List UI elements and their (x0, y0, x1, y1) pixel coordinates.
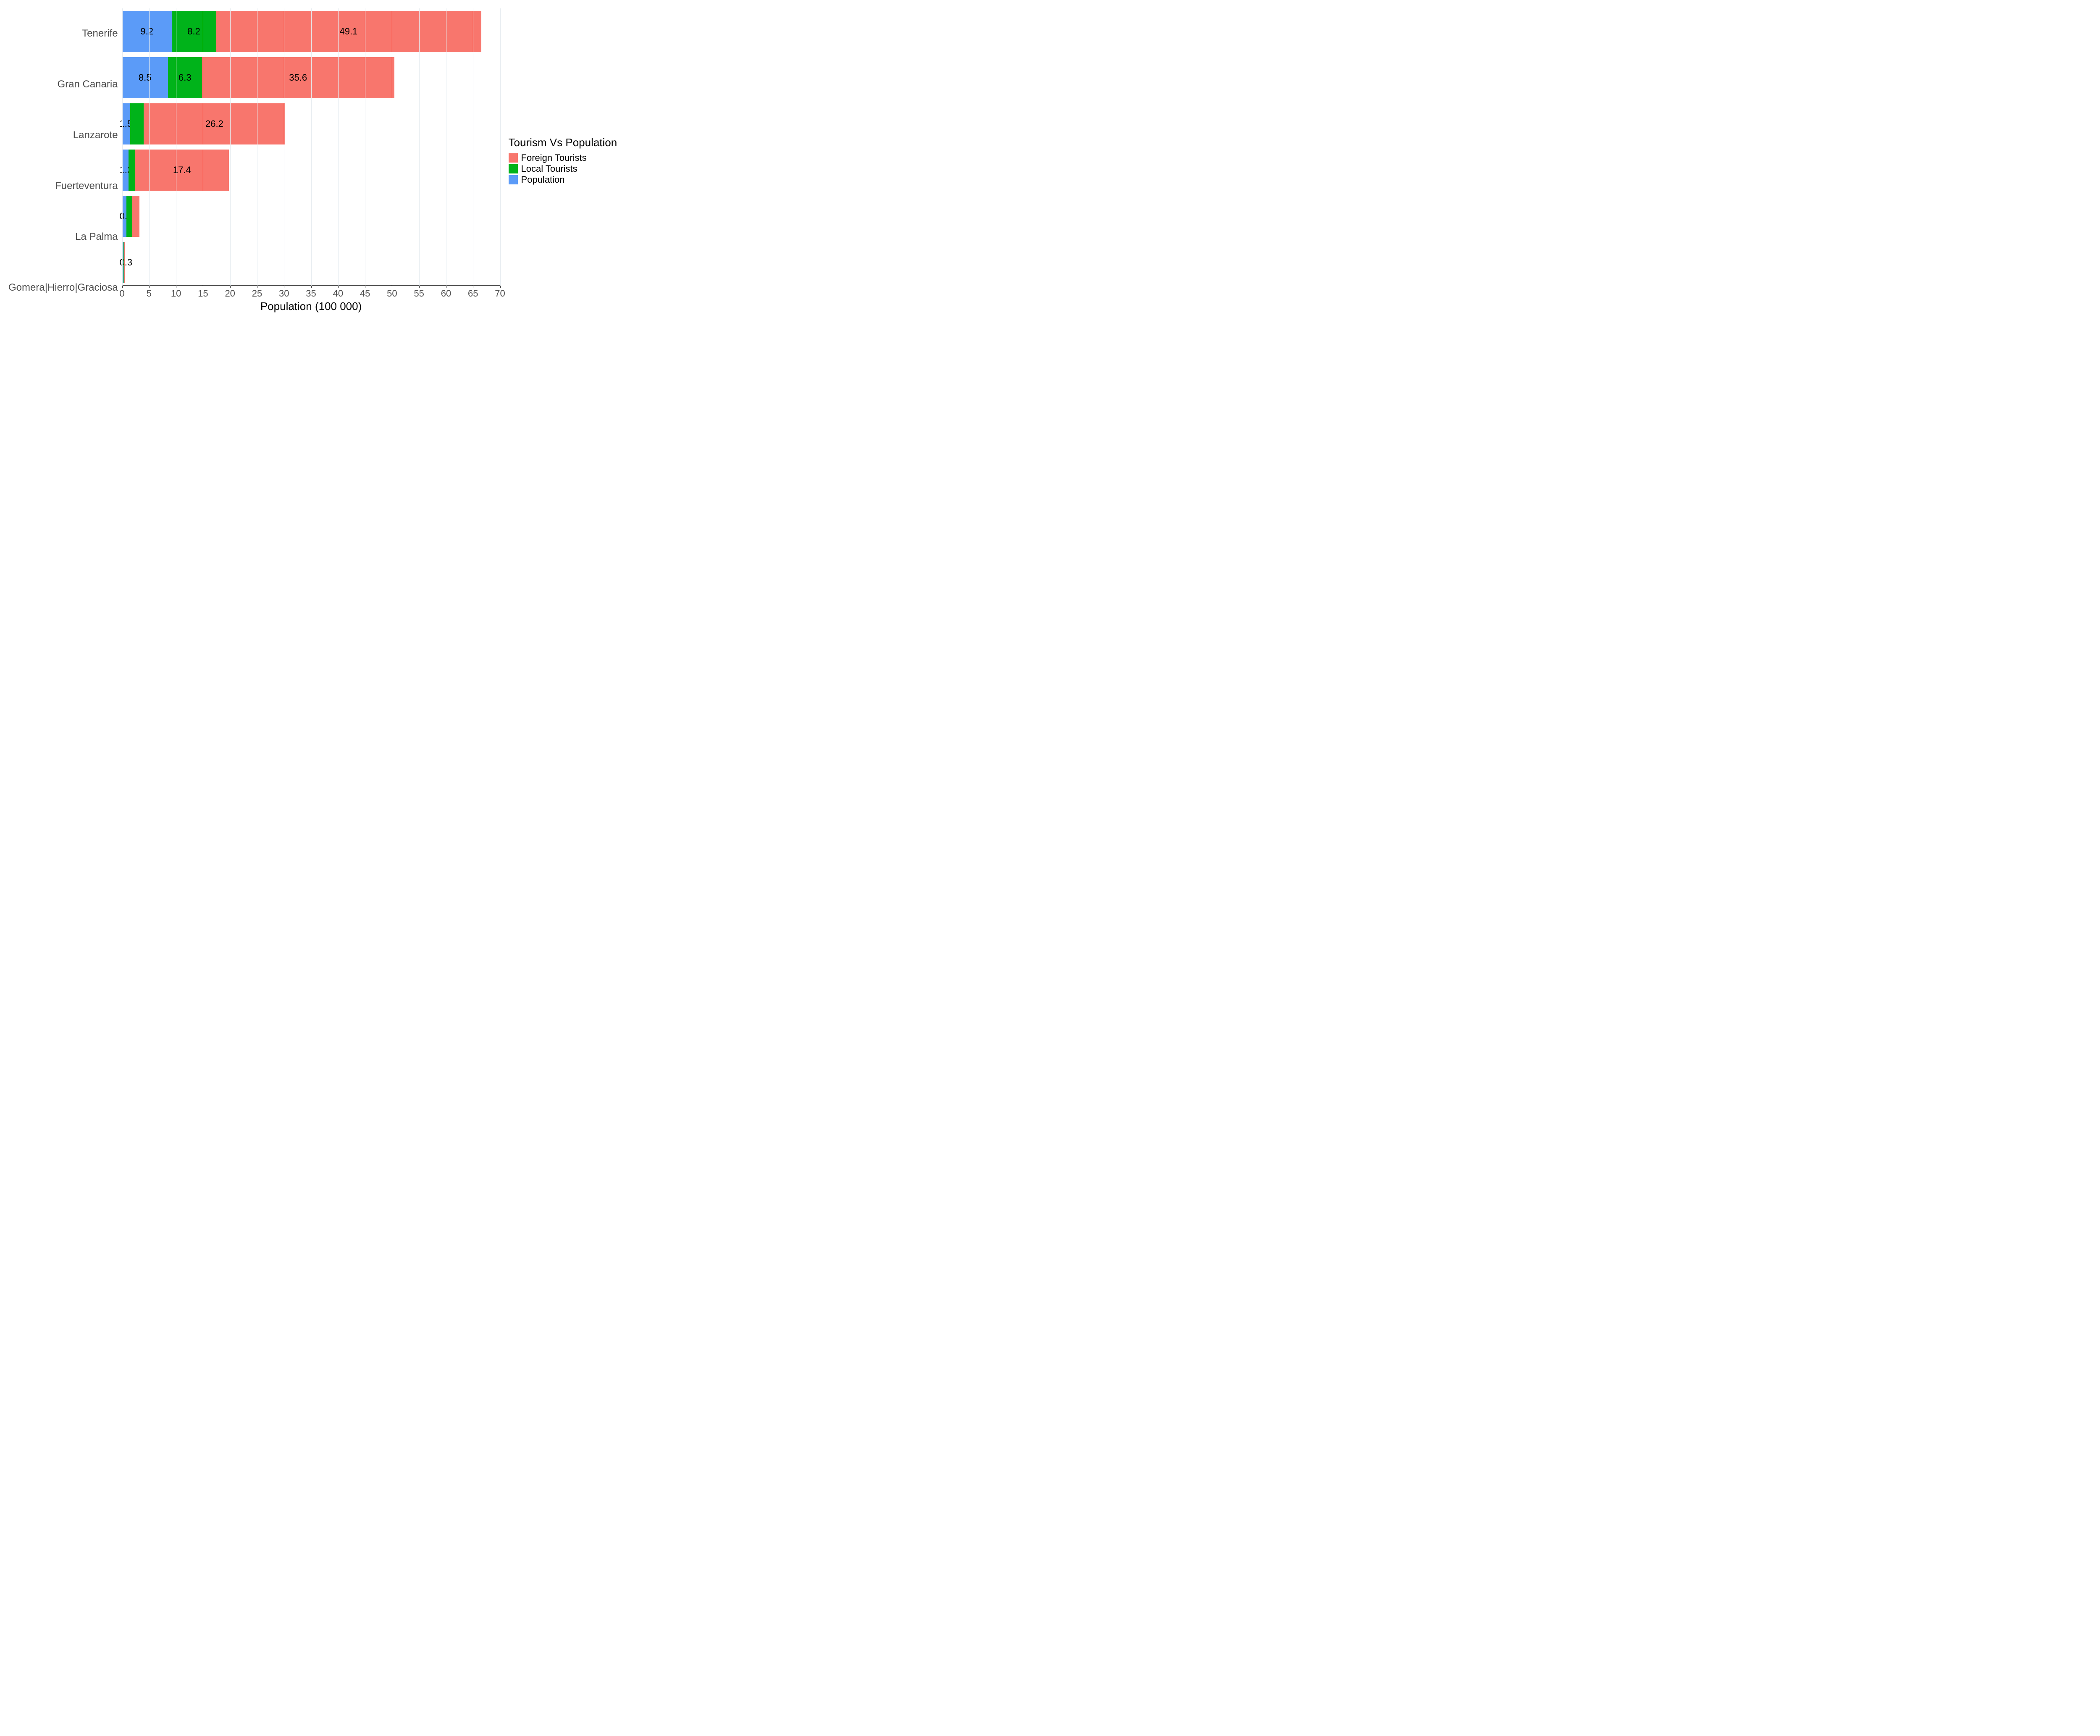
x-axis-labels: 0510152025303540455055606570 (122, 286, 500, 298)
legend-swatch (509, 164, 518, 173)
x-tick-label: 20 (225, 288, 235, 299)
grid-line (338, 8, 339, 286)
chart-main: TenerifeGran CanariaLanzarote Fuerteventu… (8, 8, 500, 313)
x-tick-label: 30 (279, 288, 289, 299)
bar-segment-population: 1.5 (122, 103, 130, 144)
bar-value-label: 0.3 (120, 257, 133, 268)
bar-value-label: 49.1 (339, 26, 357, 37)
legend-label: Population (521, 174, 565, 185)
legend-item-population: Population (509, 174, 617, 185)
legend-label: Foreign Tourists (521, 152, 587, 163)
x-tick-label: 70 (495, 288, 505, 299)
bar-value-label: 8.2 (187, 26, 200, 37)
y-category-label: Fuerteventura (8, 163, 118, 209)
legend-label: Local Tourists (521, 163, 578, 174)
bar-segment-foreign: 49.1 (216, 11, 481, 52)
bar-segment-foreign (124, 242, 125, 283)
bar-value-label: 8.5 (139, 72, 152, 83)
legend-swatch (509, 175, 518, 184)
x-tick-label: 65 (468, 288, 478, 299)
bar-segment-local: 8.2 (172, 11, 216, 52)
x-tick-label: 50 (387, 288, 397, 299)
x-tick-label: 15 (198, 288, 208, 299)
plot-area: 9.28.249.18.56.335.61.526.21.217.40.80.3 (122, 8, 500, 286)
legend-items: Foreign TouristsLocal TouristsPopulation (509, 152, 617, 185)
plot-column: 9.28.249.18.56.335.61.526.21.217.40.80.3… (122, 8, 500, 313)
bar-segment-population: 1.2 (122, 150, 129, 191)
bar-value-label: 26.2 (205, 118, 223, 129)
bar-segment-local (126, 196, 132, 237)
grid-line (230, 8, 231, 286)
bar-value-label: 9.2 (140, 26, 153, 37)
bar-segment-population: 9.2 (122, 11, 172, 52)
bar-segment-local (129, 150, 135, 191)
x-axis-title: Population (100 000) (122, 300, 500, 313)
bar-segment-population: 0.8 (122, 196, 126, 237)
legend-item-foreign: Foreign Tourists (509, 152, 617, 163)
bar-segment-local (130, 103, 144, 144)
y-category-label: Lanzarote (8, 112, 118, 158)
x-tick-label: 45 (360, 288, 370, 299)
y-category-label: La Palma (8, 214, 118, 260)
bar-value-label: 6.3 (178, 72, 192, 83)
bar-segment-local: 6.3 (168, 57, 202, 98)
bar-segment-population: 8.5 (122, 57, 168, 98)
x-tick-label: 10 (171, 288, 181, 299)
bar-value-label: 35.6 (289, 72, 307, 83)
x-tick-label: 35 (306, 288, 316, 299)
legend-item-local: Local Tourists (509, 163, 617, 174)
bar-segment-foreign (132, 196, 139, 237)
x-tick-label: 0 (119, 288, 124, 299)
legend-swatch (509, 153, 518, 163)
grid-line (500, 8, 501, 286)
x-tick-label: 5 (147, 288, 152, 299)
grid-line (149, 8, 150, 286)
legend-title: Tourism Vs Population (509, 136, 617, 149)
grid-line (122, 8, 123, 286)
x-tick-label: 60 (441, 288, 451, 299)
grid-line (311, 8, 312, 286)
x-tick-label: 55 (414, 288, 424, 299)
y-category-label: Gomera|Hierro|Graciosa (8, 265, 118, 311)
x-tick-label: 25 (252, 288, 262, 299)
chart-container: TenerifeGran CanariaLanzarote Fuerteventu… (8, 8, 2092, 313)
y-axis-labels: TenerifeGran CanariaLanzarote Fuerteventu… (8, 8, 122, 313)
legend: Tourism Vs Population Foreign TouristsLo… (509, 136, 617, 185)
grid-line (419, 8, 420, 286)
bar-segment-foreign: 26.2 (144, 103, 285, 144)
y-category-label: Tenerife (8, 11, 118, 57)
y-category-label: Gran Canaria (8, 61, 118, 108)
x-tick-label: 40 (333, 288, 343, 299)
